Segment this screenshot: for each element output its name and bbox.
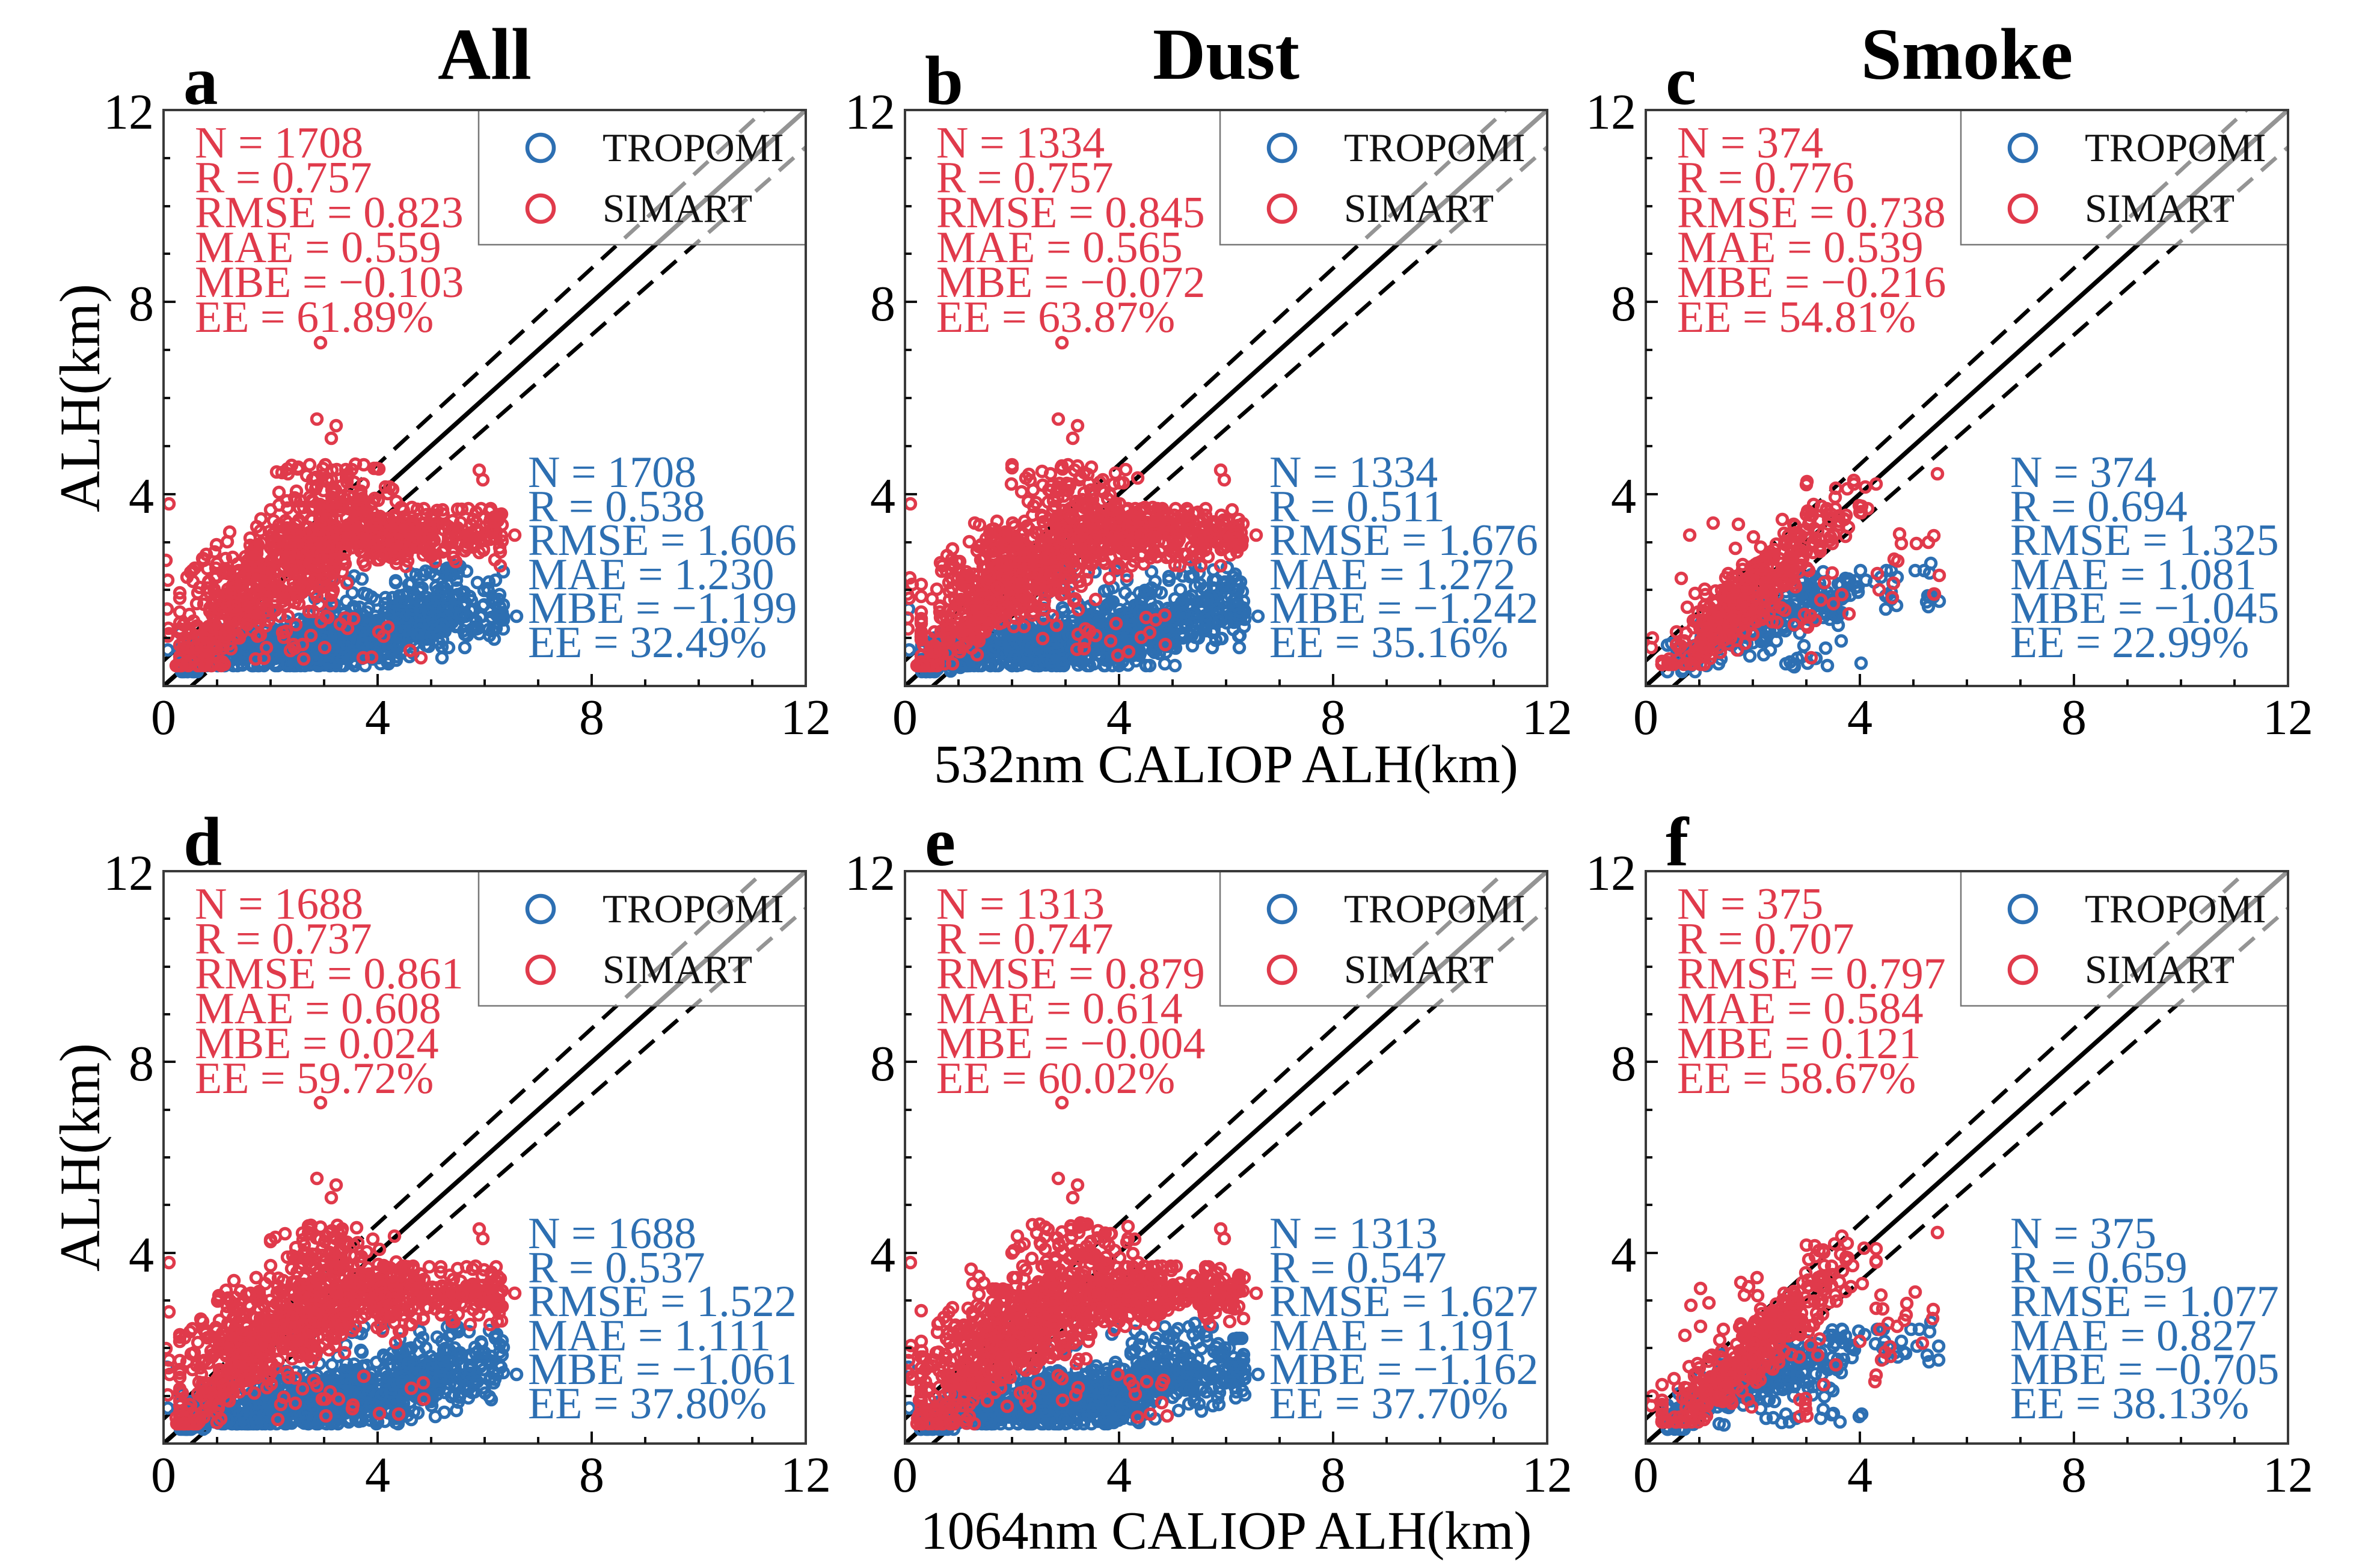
svg-text:SIMART: SIMART — [603, 186, 752, 231]
svg-text:SIMART: SIMART — [2085, 186, 2234, 231]
svg-text:8: 8 — [579, 690, 604, 746]
svg-text:12: 12 — [781, 690, 831, 746]
svg-text:12: 12 — [2263, 690, 2313, 746]
svg-text:4: 4 — [870, 468, 895, 524]
svg-text:All: All — [438, 14, 532, 95]
svg-text:Smoke: Smoke — [1861, 14, 2073, 95]
svg-text:1064nm CALIOP ALH(km): 1064nm CALIOP ALH(km) — [921, 1501, 1532, 1561]
svg-text:4: 4 — [1611, 468, 1636, 524]
svg-text:EE = 22.99%: EE = 22.99% — [2010, 618, 2249, 667]
svg-text:EE = 54.81%: EE = 54.81% — [1677, 293, 1916, 342]
svg-text:12: 12 — [103, 84, 154, 140]
svg-text:EE = 63.87%: EE = 63.87% — [936, 293, 1175, 342]
svg-text:EE = 32.49%: EE = 32.49% — [528, 618, 767, 667]
svg-text:TROPOMI: TROPOMI — [603, 126, 784, 170]
svg-text:ALH(km): ALH(km) — [48, 284, 112, 512]
svg-text:0: 0 — [892, 690, 918, 746]
svg-text:0: 0 — [1633, 690, 1658, 746]
svg-text:c: c — [1666, 43, 1696, 119]
svg-text:EE = 61.89%: EE = 61.89% — [195, 293, 434, 342]
svg-text:12: 12 — [1522, 690, 1572, 746]
svg-text:4: 4 — [1847, 690, 1873, 746]
svg-text:12: 12 — [1586, 84, 1636, 140]
svg-text:ALH(km): ALH(km) — [48, 1043, 112, 1272]
svg-text:8: 8 — [129, 276, 154, 332]
svg-text:a: a — [183, 43, 218, 119]
svg-text:8: 8 — [1611, 276, 1636, 332]
svg-text:4: 4 — [1106, 690, 1132, 746]
svg-text:SIMART: SIMART — [1344, 186, 1494, 231]
svg-text:0: 0 — [151, 690, 176, 746]
svg-text:Dust: Dust — [1153, 14, 1299, 95]
svg-text:8: 8 — [870, 276, 895, 332]
svg-text:TROPOMI: TROPOMI — [2085, 126, 2266, 170]
svg-text:8: 8 — [1320, 690, 1346, 746]
svg-text:TROPOMI: TROPOMI — [1344, 126, 1526, 170]
svg-text:EE = 35.16%: EE = 35.16% — [1269, 618, 1508, 667]
svg-text:12: 12 — [845, 84, 895, 140]
svg-text:b: b — [925, 43, 963, 119]
svg-text:4: 4 — [129, 468, 154, 524]
svg-text:4: 4 — [365, 690, 390, 746]
svg-text:8: 8 — [2061, 690, 2087, 746]
svg-text:532nm CALIOP ALH(km): 532nm CALIOP ALH(km) — [934, 735, 1518, 794]
